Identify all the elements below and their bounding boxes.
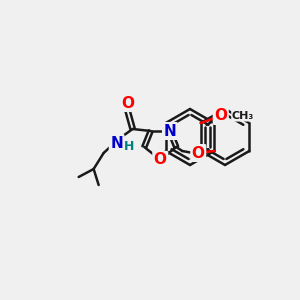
Text: O: O [154,152,167,167]
Text: O: O [192,146,205,160]
Text: N: N [164,124,176,139]
Text: O: O [121,95,134,110]
Text: CH₃: CH₃ [232,111,254,121]
Text: H: H [124,140,134,154]
Text: O: O [214,109,227,124]
Text: N: N [110,136,123,151]
